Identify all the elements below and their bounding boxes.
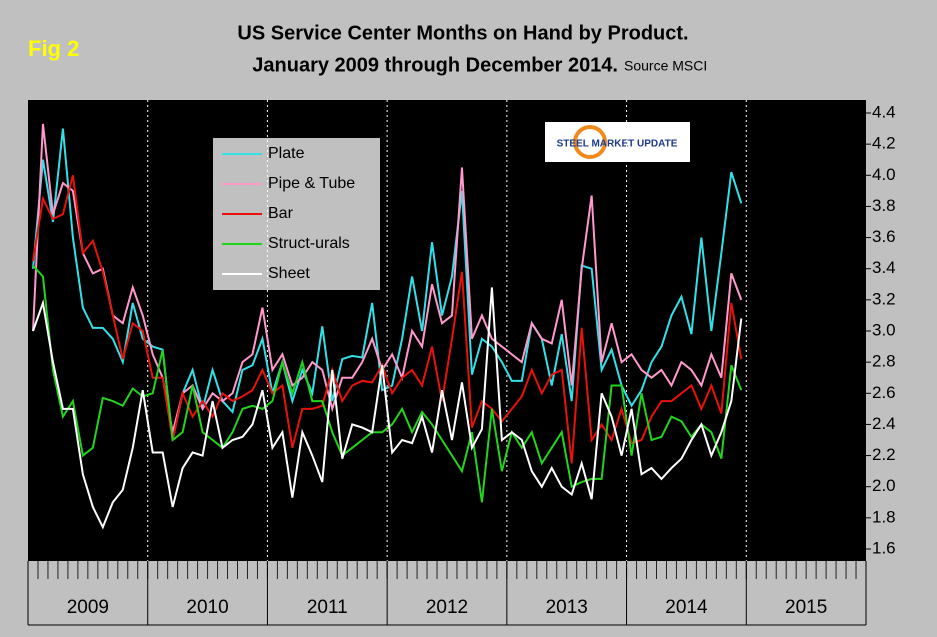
- y-tick-label: 3.2: [872, 289, 896, 308]
- year-label: 2011: [307, 597, 348, 618]
- year-label: 2014: [665, 597, 708, 618]
- y-tick-label: 1.6: [872, 538, 896, 557]
- year-label: 2012: [426, 597, 468, 618]
- y-tick-label: 2.2: [872, 445, 896, 464]
- legend-label: Struct-urals: [268, 235, 350, 252]
- y-tick-label: 3.8: [872, 196, 896, 215]
- chart-title: US Service Center Months on Hand by Prod…: [237, 22, 688, 44]
- logo-text: STEEL MARKET UPDATE: [557, 139, 678, 150]
- y-tick-label: 4.2: [872, 134, 896, 153]
- y-tick-label: 3.4: [872, 258, 896, 277]
- legend-label: Pipe & Tube: [268, 175, 355, 192]
- source: Source MSCI: [624, 58, 707, 74]
- y-tick-label: 4.4: [872, 102, 896, 121]
- y-tick-label: 2.8: [872, 352, 896, 371]
- series-line: [32, 175, 743, 464]
- series-line: [32, 287, 743, 530]
- legend-label: Plate: [268, 145, 305, 162]
- y-tick-label: 2.6: [872, 383, 896, 402]
- y-tick-label: 1.8: [872, 507, 896, 526]
- figure-label: Fig 2: [28, 36, 79, 61]
- logo-swoosh: [573, 125, 607, 159]
- series-line: [32, 264, 743, 503]
- legend-label: Sheet: [268, 265, 310, 282]
- y-tick-label: 3.6: [872, 227, 896, 246]
- year-label: 2013: [546, 597, 588, 618]
- y-tick-label: 2.0: [872, 476, 896, 495]
- year-label: 2010: [186, 597, 228, 618]
- legend-label: Bar: [268, 205, 294, 222]
- year-label: 2009: [67, 597, 109, 618]
- y-tick-label: 3.0: [872, 320, 896, 339]
- chart-subtitle: January 2009 through December 2014.: [252, 54, 618, 76]
- y-tick-label: 2.4: [872, 414, 896, 433]
- series-line: [31, 123, 743, 433]
- logo-box: [545, 122, 690, 162]
- year-label: 2015: [785, 597, 827, 618]
- y-tick-label: 4.0: [872, 165, 896, 184]
